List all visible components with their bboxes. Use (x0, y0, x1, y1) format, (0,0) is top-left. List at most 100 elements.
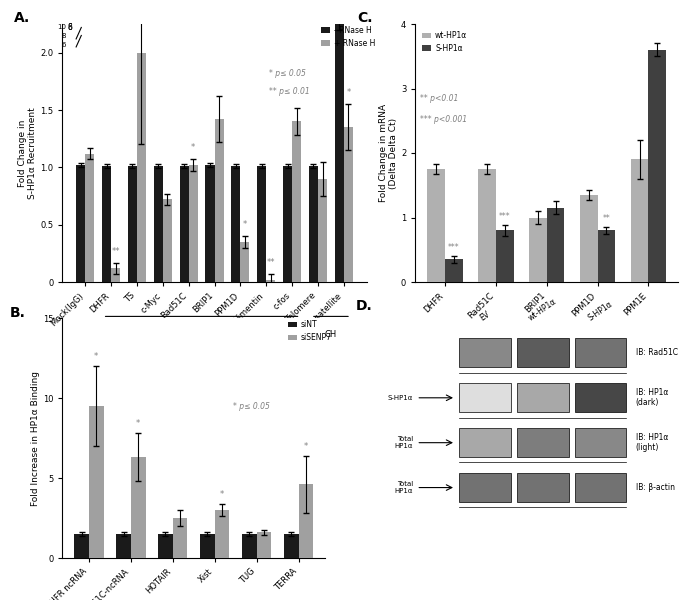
Legend: wt-HP1α, S-HP1α: wt-HP1α, S-HP1α (419, 28, 471, 56)
Text: IB: HP1α
(light): IB: HP1α (light) (635, 433, 668, 452)
Text: CH: CH (325, 330, 337, 339)
Bar (344, 127, 353, 282)
Bar (292, 121, 301, 282)
Text: *: * (304, 442, 308, 451)
Text: B.: B. (10, 306, 26, 320)
Legend: - RNase H, + RNase H: - RNase H, + RNase H (318, 23, 378, 50)
Text: Total
HP1α: Total HP1α (394, 436, 413, 449)
Bar (76, 165, 85, 282)
Bar (158, 534, 173, 558)
Text: *** p<0.001: *** p<0.001 (421, 115, 468, 124)
Text: *: * (191, 143, 195, 152)
Bar (231, 166, 240, 282)
Text: IB: β-actin: IB: β-actin (635, 483, 675, 492)
Text: IB: Rad51C: IB: Rad51C (635, 349, 677, 358)
Legend: siNT, siSENP7: siNT, siSENP7 (284, 317, 334, 345)
Text: S-HP1α: S-HP1α (587, 299, 614, 323)
Bar (648, 50, 666, 282)
Bar (131, 457, 145, 558)
Text: **: ** (111, 247, 120, 256)
Bar (574, 383, 626, 412)
Bar (137, 53, 146, 282)
Bar (630, 160, 648, 282)
Bar (200, 534, 215, 558)
Bar (215, 510, 230, 558)
Text: *: * (136, 419, 140, 428)
Bar (128, 166, 137, 282)
Y-axis label: Fold Change in mRNA
(Delta Delta Ct): Fold Change in mRNA (Delta Delta Ct) (379, 104, 398, 202)
Bar (495, 230, 513, 282)
Bar (85, 154, 94, 282)
Bar (242, 534, 257, 558)
Text: ***: *** (448, 244, 459, 253)
Bar (284, 534, 299, 558)
Bar (547, 208, 565, 282)
Bar (74, 534, 89, 558)
Text: 10: 10 (57, 24, 66, 30)
Bar (309, 166, 318, 282)
Bar (459, 473, 511, 502)
Text: *: * (220, 490, 224, 499)
Bar (574, 473, 626, 502)
Text: S-HP1α: S-HP1α (388, 395, 413, 401)
Bar (517, 338, 569, 367)
Text: **: ** (603, 214, 610, 223)
Text: *: * (346, 88, 351, 97)
Text: 6: 6 (62, 42, 66, 48)
Bar (180, 166, 189, 282)
Bar (574, 428, 626, 457)
Bar (283, 166, 292, 282)
Bar (517, 428, 569, 457)
Bar (102, 166, 111, 282)
Bar (580, 195, 598, 282)
Bar (111, 268, 120, 282)
Text: *: * (94, 352, 98, 361)
Bar (478, 169, 495, 282)
Bar (116, 534, 131, 558)
Text: C.: C. (357, 11, 373, 25)
Text: EV: EV (478, 310, 491, 323)
Bar (574, 338, 626, 367)
Text: * p≤ 0.05: * p≤ 0.05 (269, 68, 306, 77)
Text: **: ** (266, 258, 275, 267)
Bar (517, 473, 569, 502)
Bar (299, 484, 313, 558)
Text: D.: D. (356, 299, 372, 313)
Bar (163, 199, 172, 282)
Text: * p≤ 0.05: * p≤ 0.05 (233, 402, 270, 411)
Bar (459, 338, 511, 367)
Bar (445, 259, 463, 282)
Text: ***: *** (499, 212, 511, 221)
Text: 8: 8 (62, 33, 66, 39)
Bar (459, 383, 511, 412)
Text: 6: 6 (67, 23, 72, 32)
Bar (335, 18, 344, 282)
Bar (427, 169, 445, 282)
Text: Total
HP1α: Total HP1α (394, 481, 413, 494)
Bar (173, 518, 188, 558)
Bar (257, 532, 271, 558)
Text: IB: HP1α
(dark): IB: HP1α (dark) (635, 388, 668, 407)
Bar (598, 230, 615, 282)
Text: 8: 8 (67, 23, 72, 32)
Text: euchromatin: euchromatin (175, 330, 228, 339)
Text: ** p<0.01: ** p<0.01 (421, 94, 459, 103)
Bar (240, 242, 249, 282)
Bar (257, 166, 266, 282)
Bar (215, 119, 224, 282)
Bar (529, 217, 547, 282)
Text: A.: A. (14, 11, 30, 25)
Text: wt-HP1α: wt-HP1α (527, 296, 558, 323)
Bar (89, 406, 104, 558)
Bar (459, 428, 511, 457)
Bar (266, 280, 275, 282)
Bar (517, 383, 569, 412)
Y-axis label: Fold Increase in HP1α Binding: Fold Increase in HP1α Binding (31, 370, 40, 505)
Bar (154, 166, 163, 282)
Bar (206, 165, 215, 282)
Y-axis label: Fold Change in
S-HP1α Recruitment: Fold Change in S-HP1α Recruitment (18, 107, 37, 199)
Text: *: * (243, 220, 247, 229)
Text: ** p≤ 0.01: ** p≤ 0.01 (269, 86, 310, 95)
Bar (318, 179, 327, 282)
Bar (189, 165, 198, 282)
